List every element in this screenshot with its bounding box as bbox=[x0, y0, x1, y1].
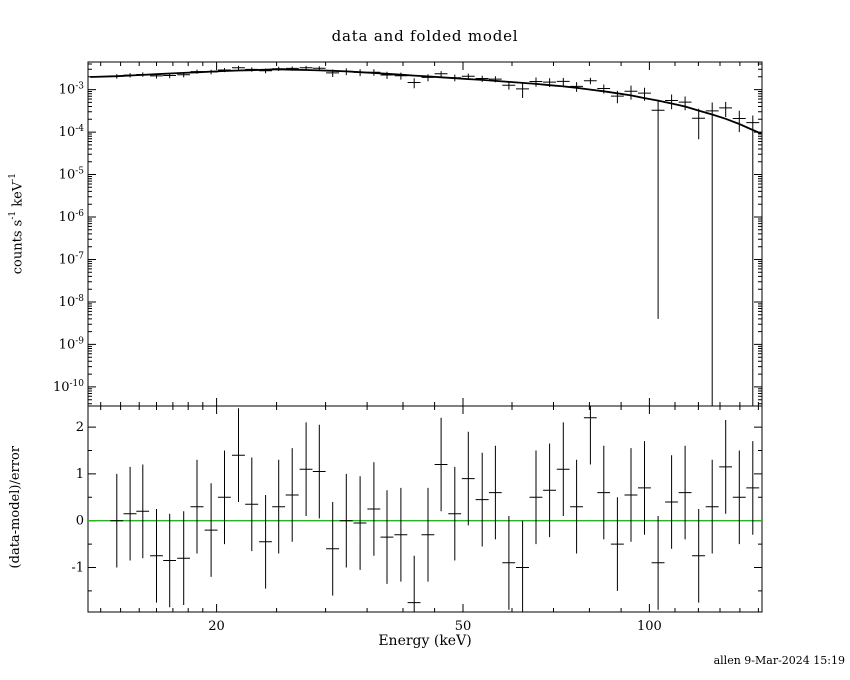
tick-labels: 20 50 10010-310-410-510-610-710-810-910-10… bbox=[53, 82, 662, 634]
tick-marks bbox=[88, 62, 762, 612]
svg-text:10-9: 10-9 bbox=[59, 336, 85, 352]
svg-text:10-5: 10-5 bbox=[59, 167, 85, 183]
svg-text:2: 2 bbox=[76, 420, 84, 435]
spectrum-data-points bbox=[110, 65, 760, 406]
svg-text:1: 1 bbox=[76, 467, 84, 482]
svg-text:10-3: 10-3 bbox=[59, 82, 85, 98]
svg-text:10-8: 10-8 bbox=[59, 294, 85, 310]
svg-text:-1: -1 bbox=[71, 561, 84, 576]
model-line bbox=[90, 68, 762, 135]
svg-text:10-7: 10-7 bbox=[59, 251, 85, 267]
svg-text:20: 20 bbox=[208, 619, 225, 634]
x-axis-label: Energy (keV) bbox=[378, 633, 472, 649]
svg-text:50: 50 bbox=[455, 619, 472, 634]
plot-title: data and folded model bbox=[331, 27, 519, 45]
plot-footer: allen 9-Mar-2024 15:19 bbox=[713, 654, 845, 667]
svg-text:100: 100 bbox=[637, 619, 662, 634]
residual-data-points bbox=[110, 406, 760, 612]
svg-text:10-4: 10-4 bbox=[59, 124, 85, 140]
svg-text:10-6: 10-6 bbox=[59, 209, 85, 225]
svg-text:0: 0 bbox=[76, 514, 84, 529]
axes-frame bbox=[87, 61, 763, 613]
svg-text:10-10: 10-10 bbox=[53, 379, 84, 395]
